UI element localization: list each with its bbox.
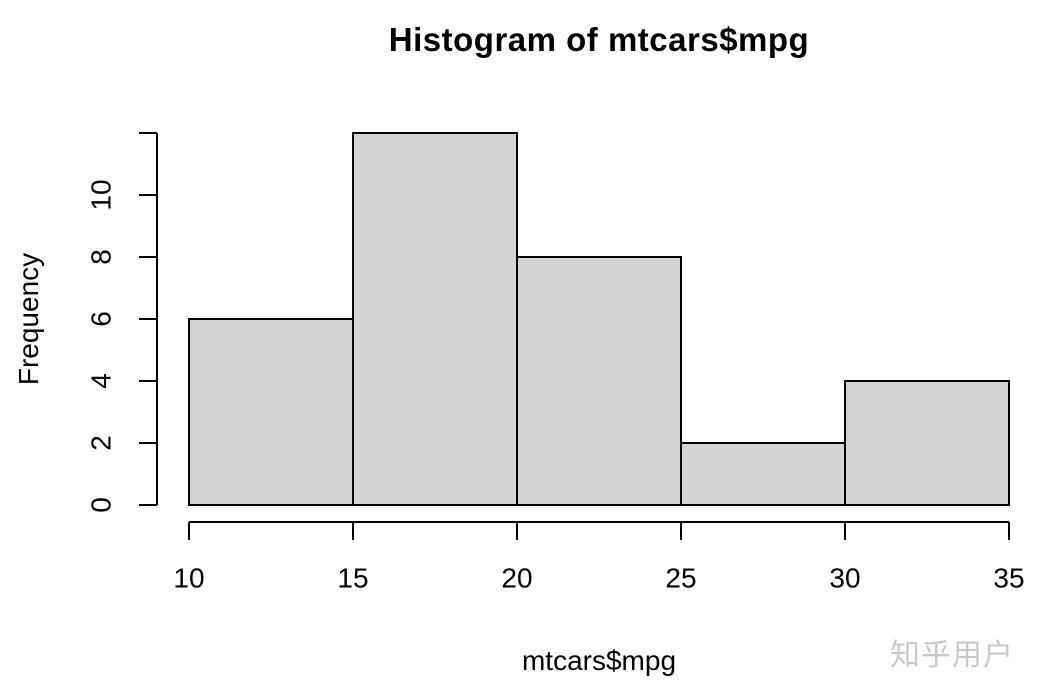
x-tick-label: 15 [337, 563, 368, 594]
x-tick-label: 25 [665, 563, 696, 594]
x-axis-title: mtcars$mpg [521, 645, 677, 676]
histogram-bar [188, 318, 354, 506]
y-tick-label: 0 [86, 497, 117, 513]
x-tick-label: 10 [173, 563, 204, 594]
y-tick-label: 6 [86, 311, 117, 327]
histogram-bar [844, 380, 1010, 506]
watermark-text: 知乎用户 [890, 639, 1014, 672]
chart-title: Histogram of mtcars$mpg [388, 21, 810, 58]
histogram-bar [352, 132, 518, 506]
y-tick-label: 8 [86, 249, 117, 265]
histogram-bar [680, 442, 846, 506]
x-tick-label: 35 [993, 563, 1024, 594]
y-tick-label: 2 [86, 435, 117, 451]
histogram-bar [516, 256, 682, 506]
y-axis-title: Frequency [13, 252, 44, 386]
y-tick-label: 4 [86, 373, 117, 389]
x-tick-label: 20 [501, 563, 532, 594]
x-tick-label: 30 [829, 563, 860, 594]
y-tick-label: 10 [86, 179, 117, 210]
